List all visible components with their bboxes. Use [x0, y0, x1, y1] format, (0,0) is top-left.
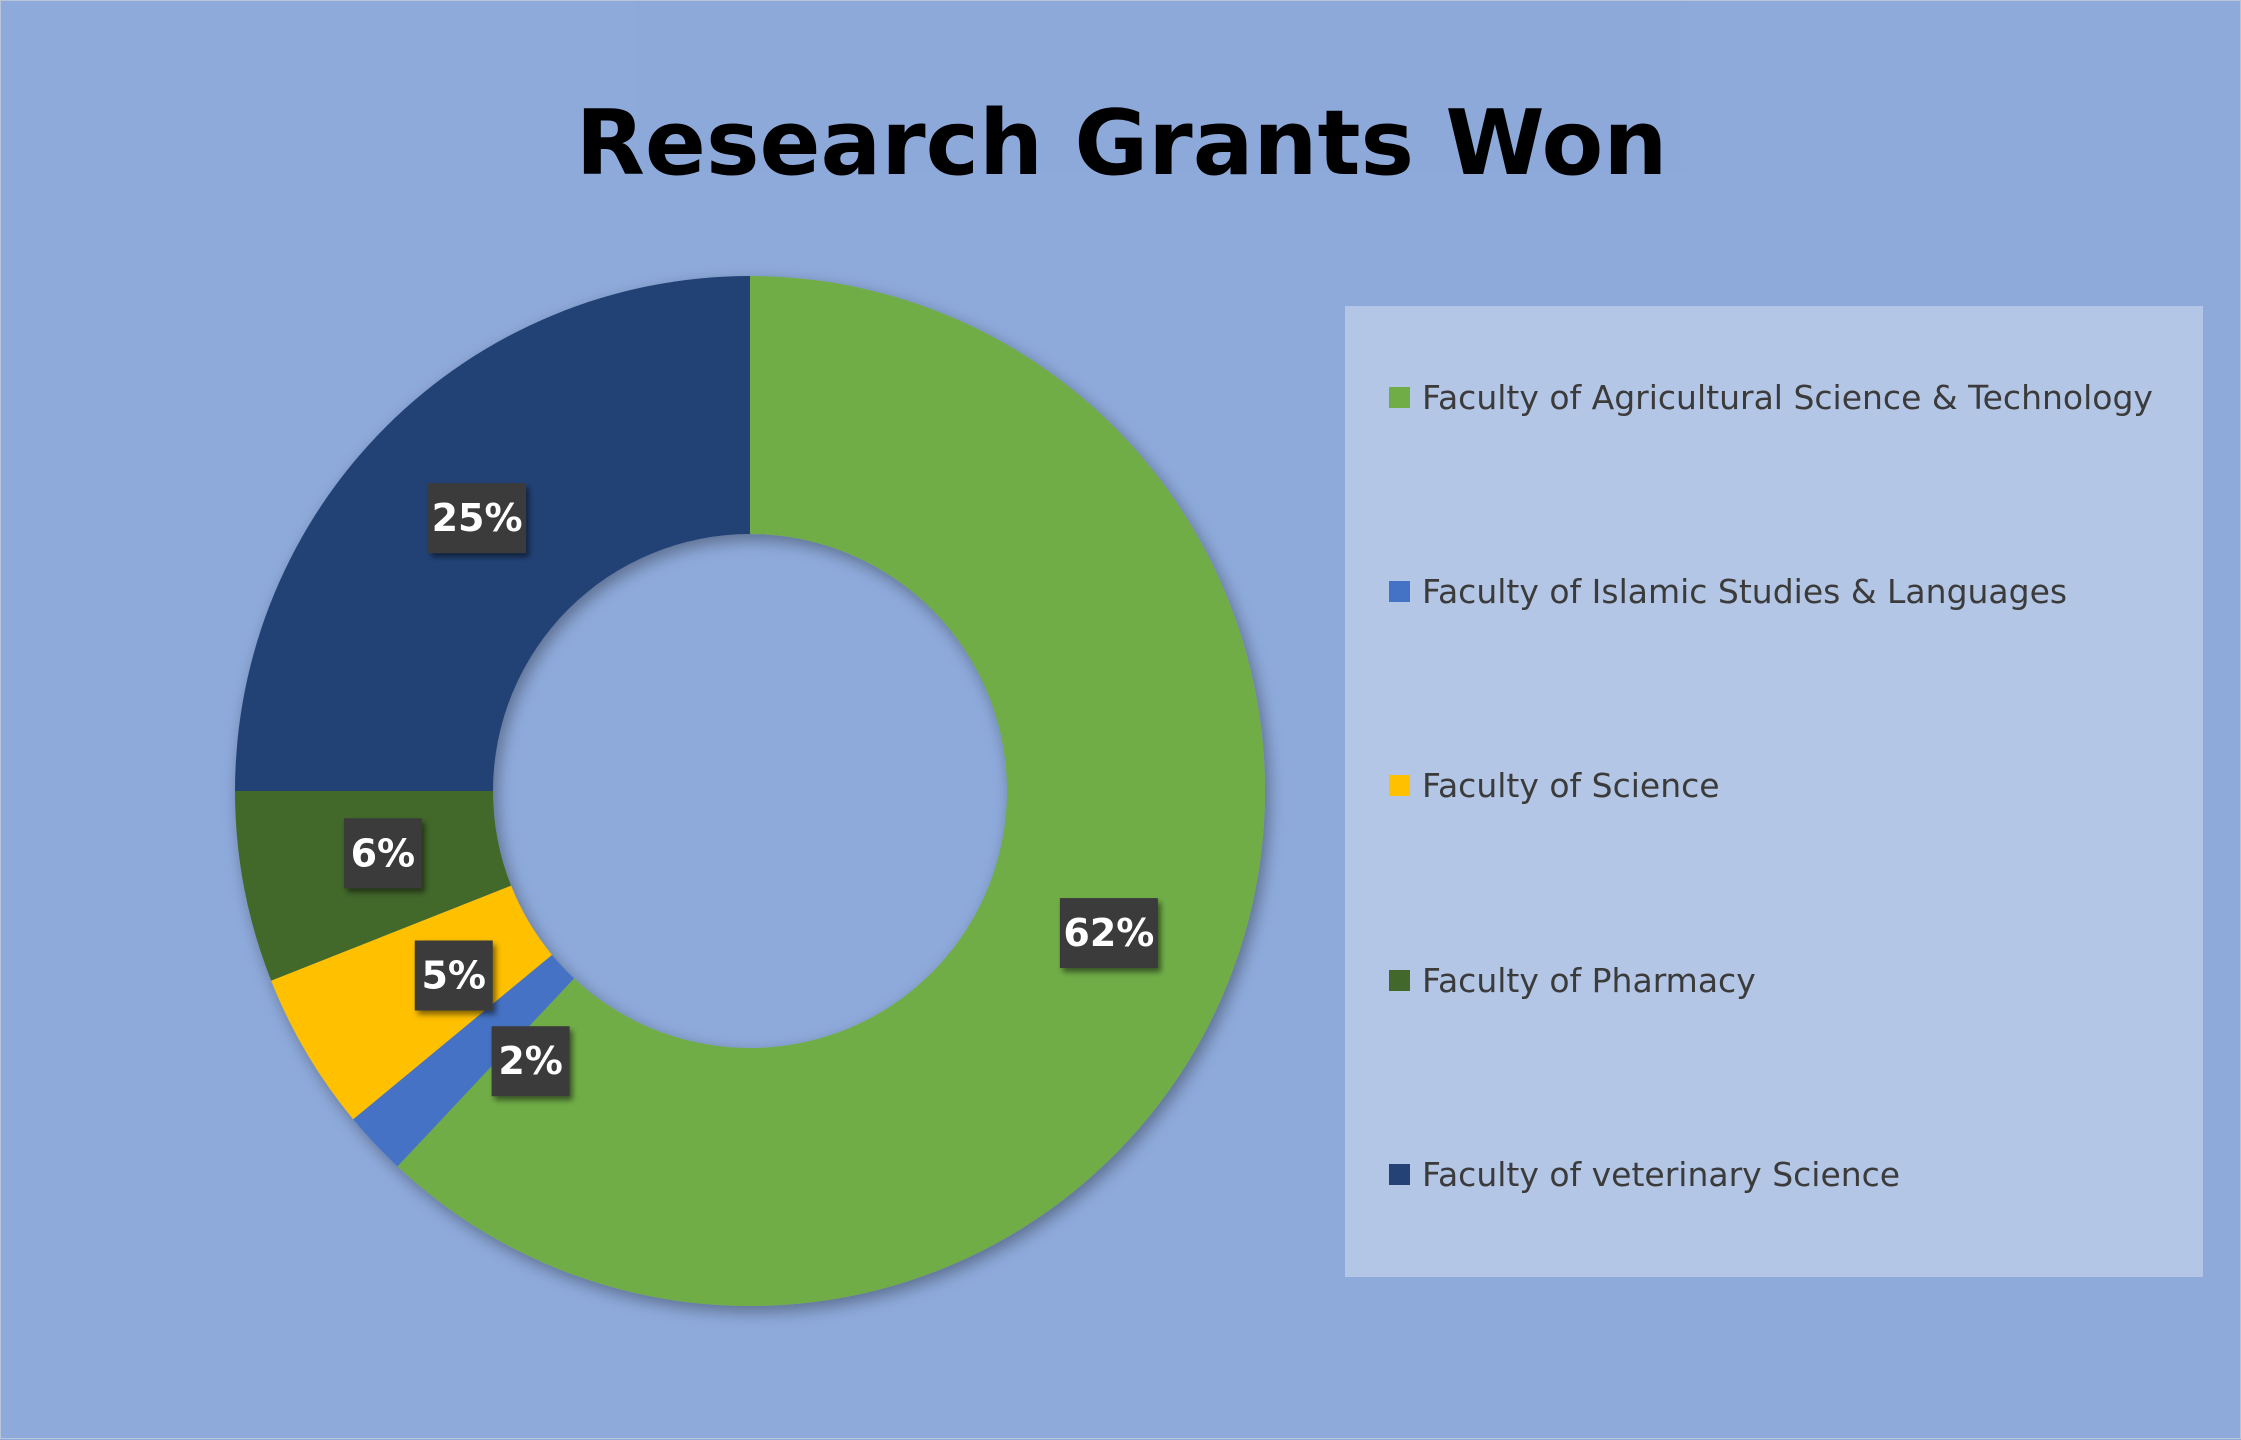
legend-label: Faculty of Islamic Studies & Languages	[1422, 571, 2068, 611]
legend-item-faculty-of-pharmacy: Faculty of Pharmacy	[1389, 950, 1756, 1010]
title-band	[637, 1, 1687, 173]
data-labels: 62% 2% 5% 6% 25%	[343, 483, 1158, 1097]
legend-swatch	[1389, 969, 1410, 991]
legend-swatch	[1389, 774, 1410, 796]
chart-title: Research Grants Won	[575, 91, 1668, 196]
legend-label: Faculty of veterinary Science	[1422, 1154, 1901, 1194]
legend-label: Faculty of Agricultural Science & Techno…	[1422, 377, 2153, 417]
donut-slices	[235, 276, 1266, 1306]
legend-label: Faculty of Pharmacy	[1422, 960, 1756, 1000]
data-label-faculty-of-pharmacy: 6%	[343, 818, 422, 889]
legend-item-faculty-of-islamic-studies-languages: Faculty of Islamic Studies & Languages	[1389, 561, 2067, 621]
data-label-faculty-of-science: 5%	[414, 940, 493, 1011]
slice-faculty-of-agricultural-science-technology	[397, 276, 1266, 1306]
data-label-text: 6%	[351, 831, 416, 875]
data-label-faculty-of-veterinary-science: 25%	[428, 483, 527, 554]
data-label-faculty-of-islamic-studies-languages: 2%	[491, 1026, 570, 1097]
slice-faculty-of-islamic-studies-languages	[353, 954, 575, 1167]
data-label-box	[491, 1026, 570, 1097]
legend-item-faculty-of-agricultural-science-technology: Faculty of Agricultural Science & Techno…	[1389, 367, 2153, 427]
legend-swatch	[1389, 386, 1410, 408]
data-label-faculty-of-agricultural-science-technology: 62%	[1059, 898, 1158, 969]
data-label-box	[428, 483, 527, 554]
data-label-box	[414, 940, 493, 1011]
legend-item-faculty-of-science: Faculty of Science	[1389, 755, 1720, 815]
data-label-text: 62%	[1063, 911, 1154, 955]
data-label-box	[1059, 898, 1158, 969]
legend-swatch	[1389, 580, 1410, 602]
legend-swatch	[1389, 1163, 1410, 1185]
legend: Faculty of Agricultural Science & Techno…	[1345, 306, 2203, 1277]
legend-label: Faculty of Science	[1422, 765, 1720, 805]
data-label-text: 25%	[432, 496, 523, 540]
data-label-text: 5%	[421, 953, 486, 997]
data-label-box	[343, 818, 422, 889]
legend-item-faculty-of-veterinary-science: Faculty of veterinary Science	[1389, 1144, 1900, 1204]
data-label-text: 2%	[498, 1039, 563, 1083]
donut-chart: 62% 2% 5% 6% 25%	[235, 276, 1266, 1306]
